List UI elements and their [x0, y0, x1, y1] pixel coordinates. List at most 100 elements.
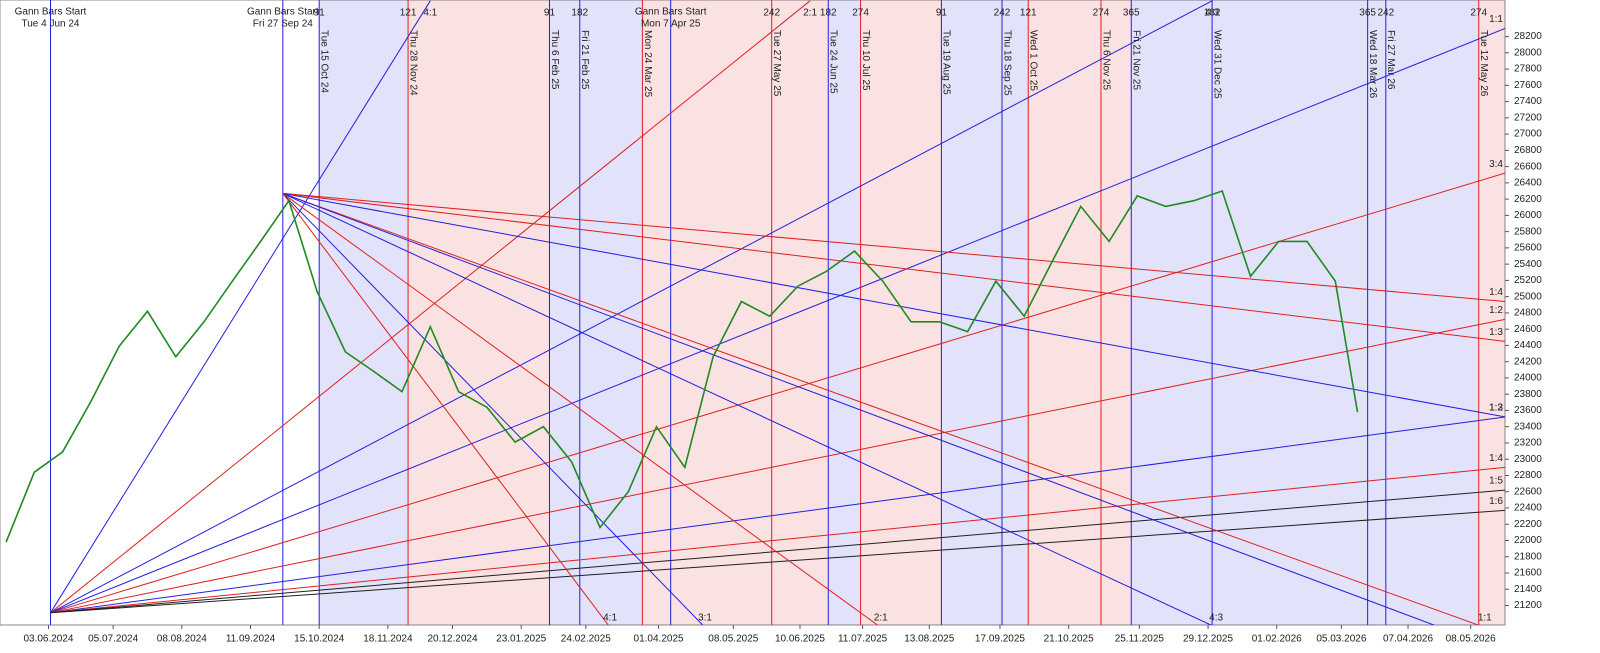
- y-tick-label: 26200: [1514, 194, 1542, 205]
- fan-label: 4:3: [1209, 613, 1223, 624]
- gann-start-title: Gann Bars Start: [15, 7, 87, 18]
- plot-area: [0, 0, 1506, 626]
- fan-line: [282, 192, 1213, 625]
- day-count: 91: [544, 8, 556, 19]
- time-line-label: Mon 24 Mar 25: [642, 30, 653, 98]
- y-tick-label: 22200: [1514, 519, 1542, 530]
- fan-label: 1:1: [1489, 14, 1503, 25]
- x-tick-label: 13.08.2025: [904, 634, 954, 645]
- x-tick-label: 15.10.2024: [294, 634, 344, 645]
- time-line-label: Tue 12 May 26: [1478, 30, 1489, 97]
- fan-label: 2:1: [803, 8, 817, 19]
- x-tick-label: 20.12.2024: [427, 634, 477, 645]
- y-tick-label: 25200: [1514, 275, 1542, 286]
- fan-line: [282, 193, 879, 625]
- time-line-label: Wed 18 Mar 26: [1367, 30, 1378, 99]
- day-count: 182: [571, 8, 588, 19]
- time-band: [771, 0, 829, 625]
- time-line-label: Thu 6 Nov 25: [1100, 30, 1111, 90]
- x-tick-label: 18.11.2024: [363, 634, 413, 645]
- time-line-label: Tue 15 Oct 24: [319, 30, 330, 93]
- y-tick-label: 22000: [1514, 535, 1542, 546]
- fan-line: [50, 466, 1505, 614]
- y-tick-label: 26000: [1514, 210, 1542, 221]
- day-count: 365: [1359, 8, 1376, 19]
- time-band: [828, 0, 861, 625]
- time-band: [1028, 0, 1101, 625]
- fan-line: [50, 489, 1505, 614]
- x-tick-label: 11.09.2024: [226, 634, 276, 645]
- time-line-label: Tue 24 Jun 25: [828, 30, 839, 94]
- gann-start-label: Tue 4 Jun 24: [21, 19, 79, 30]
- fan-line: [50, 318, 1505, 614]
- fan-label: 3:1: [698, 613, 712, 624]
- y-tick-label: 21200: [1514, 600, 1542, 611]
- time-line-label: Fri 21 Nov 25: [1131, 30, 1142, 90]
- fan-line: [282, 192, 1505, 418]
- gann-start-label: Mon 7 Apr 25: [641, 19, 701, 30]
- y-tick-label: 25800: [1514, 226, 1542, 237]
- time-band: [549, 0, 580, 625]
- y-tick-label: 28200: [1514, 31, 1542, 42]
- time-line-label: Fri 21 Feb 25: [579, 30, 590, 90]
- y-tick-label: 21800: [1514, 551, 1542, 562]
- y-tick-label: 23000: [1514, 454, 1542, 465]
- x-tick-label: 21.10.2025: [1044, 634, 1094, 645]
- time-band: [1212, 0, 1368, 625]
- y-tick-label: 23400: [1514, 421, 1542, 432]
- fan-line: [282, 192, 1505, 342]
- time-line-label: Thu 18 Sep 25: [1001, 30, 1012, 96]
- fan-line: [282, 192, 1480, 625]
- fan-label: 1:4: [1489, 453, 1503, 464]
- y-tick-label: 23200: [1514, 438, 1542, 449]
- x-tick-label: 05.03.2026: [1316, 634, 1366, 645]
- y-tick-label: 27800: [1514, 64, 1542, 75]
- fan-line: [50, 509, 1505, 614]
- day-count: 274: [852, 8, 869, 19]
- fan-line: [282, 192, 1436, 625]
- y-tick-label: 25400: [1514, 259, 1542, 270]
- x-tick-label: 03.06.2024: [23, 634, 73, 645]
- time-line-label: Wed 31 Dec 25: [1211, 30, 1222, 99]
- y-tick-label: 23600: [1514, 405, 1542, 416]
- day-count: 182: [1204, 8, 1221, 19]
- time-band: [1385, 0, 1479, 625]
- fan-label: 1:2: [1489, 403, 1503, 414]
- fan-line: [50, 0, 431, 614]
- y-tick-label: 27200: [1514, 112, 1542, 123]
- time-line-label: Thu 10 Jul 25: [860, 30, 871, 91]
- drawings: [5, 0, 1505, 625]
- y-tick-label: 22400: [1514, 503, 1542, 514]
- fan-label: 2:1: [874, 613, 888, 624]
- day-count: 242: [994, 8, 1011, 19]
- day-count: 365: [1123, 8, 1140, 19]
- time-band: [642, 0, 772, 625]
- y-tick-label: 24800: [1514, 308, 1542, 319]
- time-line-label: Tue 19 Aug 25: [941, 30, 952, 95]
- time-band: [1478, 0, 1505, 625]
- y-tick-label: 28000: [1514, 47, 1542, 58]
- time-line-label: Thu 6 Feb 25: [549, 30, 560, 90]
- fan-label: 1:5: [1489, 476, 1503, 487]
- day-count: 91: [936, 8, 948, 19]
- x-tick-label: 08.05.2026: [1446, 634, 1496, 645]
- day-count: 242: [1377, 8, 1394, 19]
- time-line-label: Tue 27 May 25: [771, 30, 782, 97]
- fan-line: [282, 193, 704, 625]
- fan-label: 1:3: [1489, 327, 1503, 338]
- x-tick-label: 07.04.2026: [1383, 634, 1433, 645]
- y-tick-label: 24000: [1514, 373, 1542, 384]
- fan-label: 3:4: [1489, 159, 1503, 170]
- y-tick-label: 24200: [1514, 356, 1542, 367]
- fan-line: [282, 193, 609, 625]
- y-tick-label: 25000: [1514, 291, 1542, 302]
- y-tick-label: 22600: [1514, 486, 1542, 497]
- day-count: 242: [763, 8, 780, 19]
- fan-line: [282, 192, 1505, 303]
- x-tick-label: 08.08.2024: [157, 634, 207, 645]
- fan-label: 1:6: [1489, 496, 1503, 507]
- x-tick-label: 10.06.2025: [775, 634, 825, 645]
- y-tick-label: 23800: [1514, 389, 1542, 400]
- gann-start-label: Fri 27 Sep 24: [253, 19, 313, 30]
